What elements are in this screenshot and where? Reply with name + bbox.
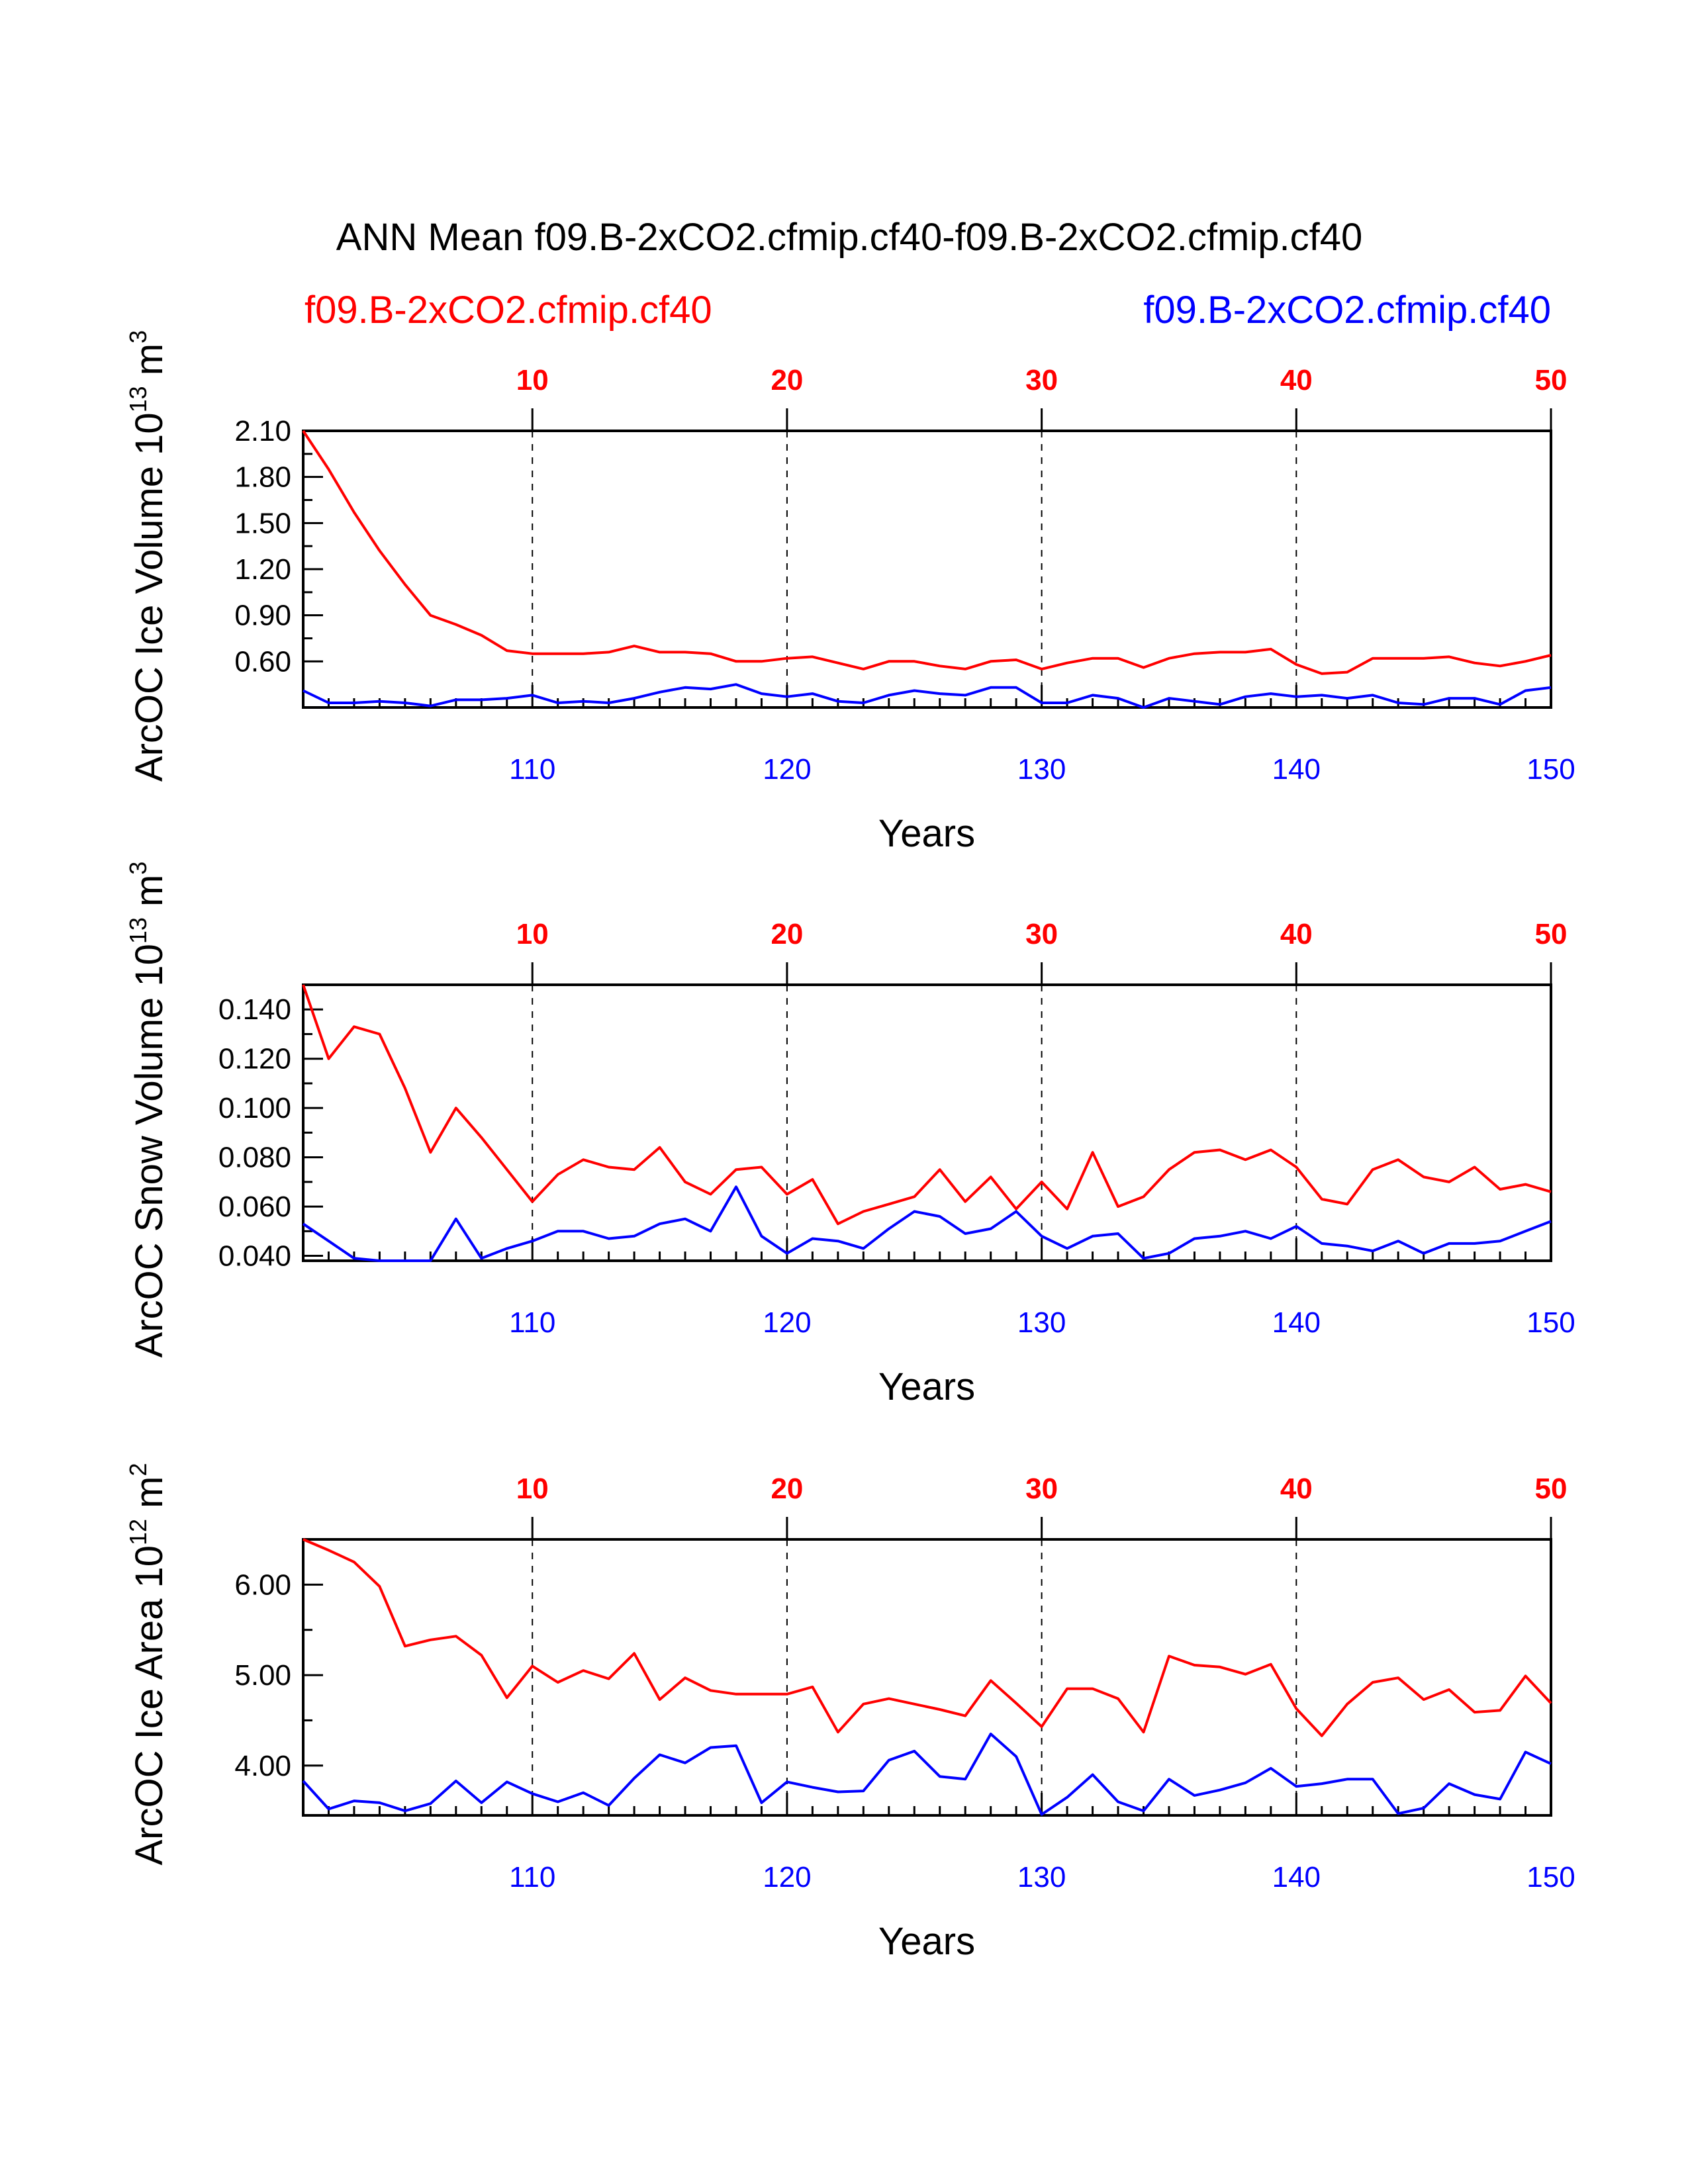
bottom-x-tick-label: 120 [763,1306,811,1339]
bottom-x-tick-label: 140 [1272,1861,1321,1893]
plot-frame [302,430,1552,709]
bottom-x-tick-label: 150 [1526,753,1575,786]
top-x-tick-label: 30 [1025,364,1058,396]
bottom-x-tick-label: 150 [1526,1861,1575,1893]
series-line-blue [302,1733,1552,1816]
y-axis-title-spacer [128,1508,171,1519]
y-axis-title-exponent: 13 [124,386,152,412]
top-x-tick-label: 10 [516,918,549,950]
y-tick-label: 0.100 [218,1092,291,1124]
top-x-tick-label: 30 [1025,918,1058,950]
y-tick-label: 1.50 [234,507,291,539]
y-axis-title-unit-exponent: 3 [124,862,152,875]
y-tick-label: 6.00 [234,1569,291,1601]
y-tick-label: 0.60 [234,645,291,678]
series-line-blue [303,683,1552,709]
y-tick-label: 4.00 [234,1750,291,1782]
y-tick-label: 1.80 [234,461,291,494]
series-line-red [302,984,1552,1226]
plot-frame [302,1538,1552,1817]
y-tick-label: 0.90 [234,600,291,632]
y-axis-title-unit: m [128,875,171,907]
y-tick-label: 0.080 [218,1142,291,1174]
y-tick-label: 5.00 [234,1659,291,1692]
y-tick-label: 0.060 [218,1191,291,1223]
bottom-x-tick-label: 140 [1272,753,1321,786]
y-axis-title-exponent: 12 [124,1519,152,1545]
chart-panel-2: 10 110 20 120 30 130 40 140 50 150 0.140 0.120 0.100… [124,862,1575,1408]
top-x-tick-label: 40 [1280,364,1313,396]
chart-panel-3: 10 110 20 120 30 130 40 140 50 150 6.00 5.00 4.00 Yea… [124,1463,1575,1963]
y-axis-title: ArcOC Ice Volume 1013 m3 [124,330,171,782]
y-axis-title-unit-exponent: 3 [124,330,152,343]
y-axis-title-spacer [128,375,171,386]
y-tick-label: 0.140 [218,993,291,1026]
top-x-tick-label: 20 [771,364,803,396]
legend-label-red-series: f09.B-2xCO2.cfmip.cf40 [305,289,712,332]
y-tick-label: 2.10 [234,415,291,447]
y-axis-title-main: ArcOC Ice Area 10 [128,1545,171,1866]
y-axis-title-spacer [128,907,171,917]
bottom-x-tick-label: 140 [1272,1306,1321,1339]
bottom-x-tick-label: 110 [509,1306,555,1339]
top-x-tick-label: 30 [1025,1473,1058,1505]
top-x-tick-label: 50 [1535,1473,1568,1505]
chart-panel-1: 10 110 20 120 30 130 40 140 50 150 2.10 1.80 1.50 1.2… [124,330,1575,855]
y-axis-title-unit-exponent: 2 [124,1463,152,1476]
top-x-tick-label: 50 [1535,918,1568,950]
series-line-blue [302,1185,1552,1262]
bottom-x-tick-label: 110 [509,1861,555,1893]
y-axis-title-unit: m [128,1476,171,1508]
y-axis-title-exponent: 13 [124,917,152,944]
y-axis-title-main: ArcOC Ice Volume 10 [128,412,171,782]
bottom-x-tick-label: 130 [1017,753,1066,786]
top-x-tick-label: 20 [771,1473,803,1505]
series-line-red [302,430,1552,675]
bottom-x-tick-label: 130 [1017,1861,1066,1893]
top-x-tick-label: 10 [516,364,549,396]
top-x-tick-label: 20 [771,918,803,950]
top-x-tick-label: 10 [516,1473,549,1505]
chart-title: ANN Mean f09.B-2xCO2.cfmip.cf40-f09.B-2x… [336,216,1362,259]
legend-label-blue-series: f09.B-2xCO2.cfmip.cf40 [1143,289,1551,332]
bottom-x-tick-label: 150 [1526,1306,1575,1339]
plot-frame [302,983,1552,1262]
top-x-tick-label: 50 [1535,364,1568,396]
y-axis-title-main: ArcOC Snow Volume 10 [128,944,171,1357]
chart-panels: 10 110 20 120 30 130 40 140 50 150 2.10 1.80 1.50 1.2… [124,330,1575,1963]
y-tick-label: 0.120 [218,1043,291,1075]
top-x-tick-label: 40 [1280,918,1313,950]
bottom-x-tick-label: 120 [763,1861,811,1893]
x-axis-title: Years [878,812,975,855]
y-tick-label: 1.20 [234,553,291,586]
bottom-x-tick-label: 110 [509,753,555,786]
y-axis-title: ArcOC Snow Volume 1013 m3 [124,862,171,1358]
y-axis-title-unit: m [128,343,171,375]
bottom-x-tick-label: 130 [1017,1306,1066,1339]
x-axis-title: Years [878,1920,975,1963]
y-axis-title: ArcOC Ice Area 1012 m2 [124,1463,171,1865]
series-line-red [303,1538,1552,1737]
y-tick-label: 0.040 [218,1240,291,1273]
bottom-x-tick-label: 120 [763,753,811,786]
x-axis-title: Years [878,1365,975,1408]
top-x-tick-label: 40 [1280,1473,1313,1505]
